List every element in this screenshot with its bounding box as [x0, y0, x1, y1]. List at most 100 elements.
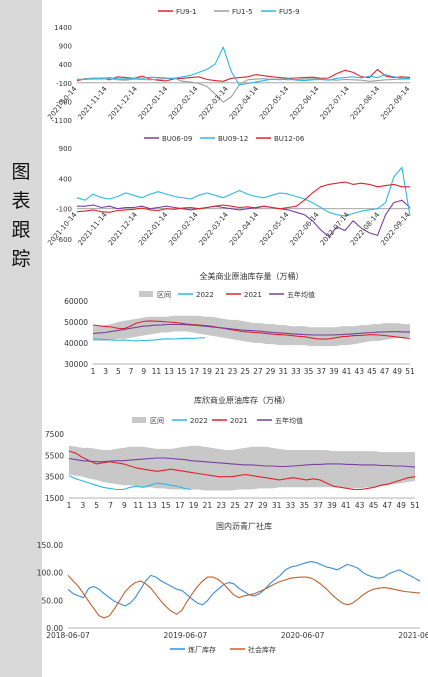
- legend-label: FU5-9: [279, 8, 300, 16]
- legend-label: FU1-5: [232, 8, 253, 16]
- legend-label: FU9-1: [176, 8, 197, 16]
- x-tick-label: 15: [161, 501, 171, 510]
- sidebar-title-char: 踪: [11, 248, 31, 270]
- sidebar: 图 表 跟 踪: [0, 0, 42, 677]
- series-line: [76, 77, 410, 103]
- series-line: [76, 181, 410, 213]
- band-area: [69, 445, 415, 491]
- x-tick-label: 2021-06-07: [398, 631, 428, 640]
- x-tick-label: 47: [380, 367, 390, 376]
- x-tick-label: 47: [383, 501, 393, 510]
- x-tick-label: 29: [258, 501, 268, 510]
- y-tick-label: 3500: [45, 473, 64, 482]
- x-tick-label: 19: [202, 367, 212, 376]
- chart-background: [42, 517, 428, 677]
- sidebar-title-char: 表: [11, 190, 31, 212]
- y-tick-label: 60000: [64, 297, 88, 306]
- series-line: [76, 46, 411, 86]
- y-tick-label: 7500: [45, 430, 64, 439]
- y-tick-label: 100.00: [37, 569, 63, 578]
- legend-label: 2022: [190, 417, 208, 425]
- y-tick-label: 50000: [64, 318, 88, 327]
- sidebar-title: 图 表 跟 踪: [8, 158, 34, 274]
- series-line: [68, 475, 192, 491]
- legend-swatch: [139, 291, 153, 297]
- legend-label: 2022: [196, 291, 214, 299]
- y-tick-label: 1400: [54, 24, 72, 32]
- x-tick-label: 11: [152, 367, 162, 376]
- x-tick-label: 51: [405, 367, 415, 376]
- legend-label: 五年均值: [287, 290, 315, 299]
- series-line: [67, 561, 421, 607]
- legend-label: 区间: [150, 417, 164, 425]
- legend-label: 区间: [157, 291, 171, 299]
- x-tick-label: 41: [342, 367, 352, 376]
- y-tick-label: 1500: [45, 494, 64, 503]
- x-tick-label: 51: [410, 501, 420, 510]
- x-tick-label: 21: [203, 501, 213, 510]
- x-tick-label: 7: [129, 367, 134, 376]
- chart-background: [42, 0, 428, 140]
- x-tick-label: 29: [266, 367, 276, 376]
- y-tick-label: -600: [56, 98, 72, 106]
- legend-label: 炼厂库存: [188, 645, 216, 654]
- x-tick-label: 9: [122, 501, 127, 510]
- y-tick-label: 900: [59, 145, 72, 153]
- x-tick-label: 3: [103, 367, 108, 376]
- y-tick-label: 40000: [64, 339, 88, 348]
- chart-title: 全美商业原油库存量（万桶）: [200, 271, 304, 281]
- x-tick-label: 39: [329, 367, 339, 376]
- x-tick-label: 37: [313, 501, 323, 510]
- series-line: [92, 320, 411, 340]
- x-tick-label: 49: [393, 367, 403, 376]
- x-tick-label: 35: [300, 501, 310, 510]
- chart-panel: 1400900400-100-600-11002021-10-142021-11…: [42, 0, 428, 140]
- legend-label: BU12-06: [274, 135, 305, 143]
- chart-panel: 900400-100-6002021-10-142021-11-142021-1…: [42, 131, 428, 256]
- x-tick-label: 13: [147, 501, 157, 510]
- x-tick-label: 5: [94, 501, 99, 510]
- series-line: [67, 575, 421, 619]
- x-tick-label: 23: [216, 501, 226, 510]
- x-tick-label: 17: [175, 501, 185, 510]
- x-tick-label: 7: [108, 501, 113, 510]
- y-tick-label: -1100: [52, 117, 72, 125]
- sidebar-title-char: 图: [11, 161, 31, 183]
- x-tick-label: 27: [244, 501, 254, 510]
- chart-title: 库欣商业原油库存（万桶）: [194, 395, 290, 405]
- x-tick-label: 35: [304, 367, 314, 376]
- legend-swatch: [132, 417, 146, 423]
- x-tick-label: 2019-06-07: [164, 631, 208, 640]
- y-tick-label: 900: [59, 43, 72, 51]
- x-tick-label: 43: [355, 501, 365, 510]
- x-tick-label: 5: [116, 367, 121, 376]
- x-tick-label: 23: [228, 367, 238, 376]
- x-tick-label: 25: [240, 367, 250, 376]
- y-tick-label: 50.00: [42, 596, 64, 605]
- x-tick-label: 41: [341, 501, 351, 510]
- legend-label: BU09-12: [218, 135, 248, 143]
- y-tick-label: 150.00: [37, 541, 63, 550]
- x-tick-label: 33: [286, 501, 296, 510]
- x-tick-label: 31: [272, 501, 282, 510]
- x-tick-label: 21: [215, 367, 225, 376]
- chart-background: [42, 131, 428, 256]
- legend-label: 五年均值: [275, 416, 303, 425]
- x-tick-label: 27: [253, 367, 263, 376]
- x-tick-label: 37: [316, 367, 326, 376]
- sidebar-title-char: 跟: [11, 219, 31, 241]
- x-tick-label: 45: [369, 501, 379, 510]
- y-tick-label: 400: [59, 61, 72, 69]
- x-tick-label: 13: [164, 367, 174, 376]
- x-tick-label: 1: [67, 501, 72, 510]
- x-tick-label: 19: [189, 501, 199, 510]
- legend-label: 社会库存: [248, 645, 276, 654]
- x-tick-label: 31: [278, 367, 288, 376]
- series-line: [76, 166, 411, 217]
- y-tick-label: 5500: [45, 451, 64, 460]
- y-tick-label: 0.00: [46, 624, 63, 633]
